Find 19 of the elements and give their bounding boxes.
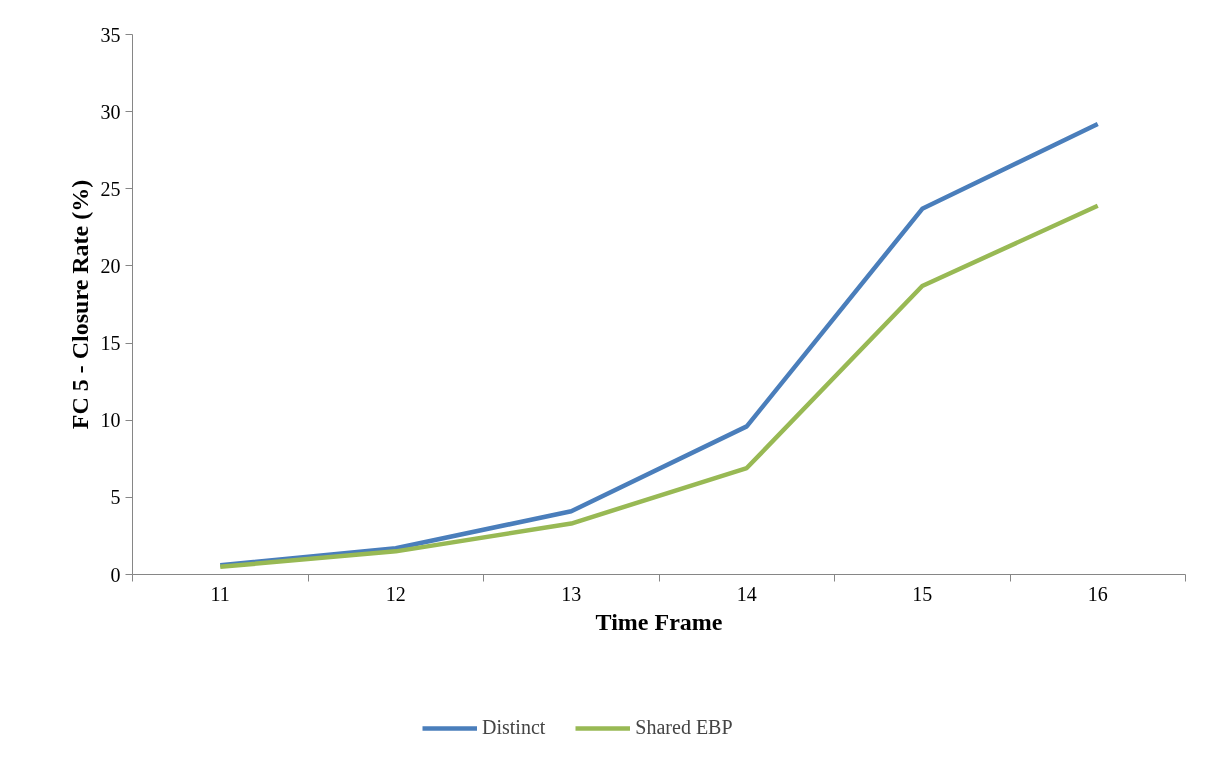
legend-label: Shared EBP	[635, 716, 733, 739]
y-tick-label: 20	[100, 254, 121, 277]
y-tick-label: 15	[100, 332, 121, 355]
y-tick-label: 35	[100, 23, 121, 46]
legend-label: Distinct	[482, 716, 546, 739]
x-tick-label: 15	[912, 582, 933, 605]
x-tick-label: 11	[210, 582, 230, 605]
x-tick-label: 14	[736, 582, 757, 605]
y-tick-label: 0	[110, 563, 121, 586]
y-tick-label: 25	[100, 177, 121, 200]
x-tick-label: 13	[561, 582, 582, 605]
y-tick-label: 30	[100, 100, 121, 123]
y-axis-title: FC 5 - Closure Rate (%)	[66, 179, 93, 430]
y-tick-label: 5	[110, 486, 121, 509]
x-tick-label: 12	[385, 582, 406, 605]
line-series	[218, 203, 1100, 570]
x-tick-label: 16	[1087, 582, 1108, 605]
y-tick-label: 10	[100, 409, 121, 432]
x-axis-title: Time Frame	[595, 608, 723, 635]
